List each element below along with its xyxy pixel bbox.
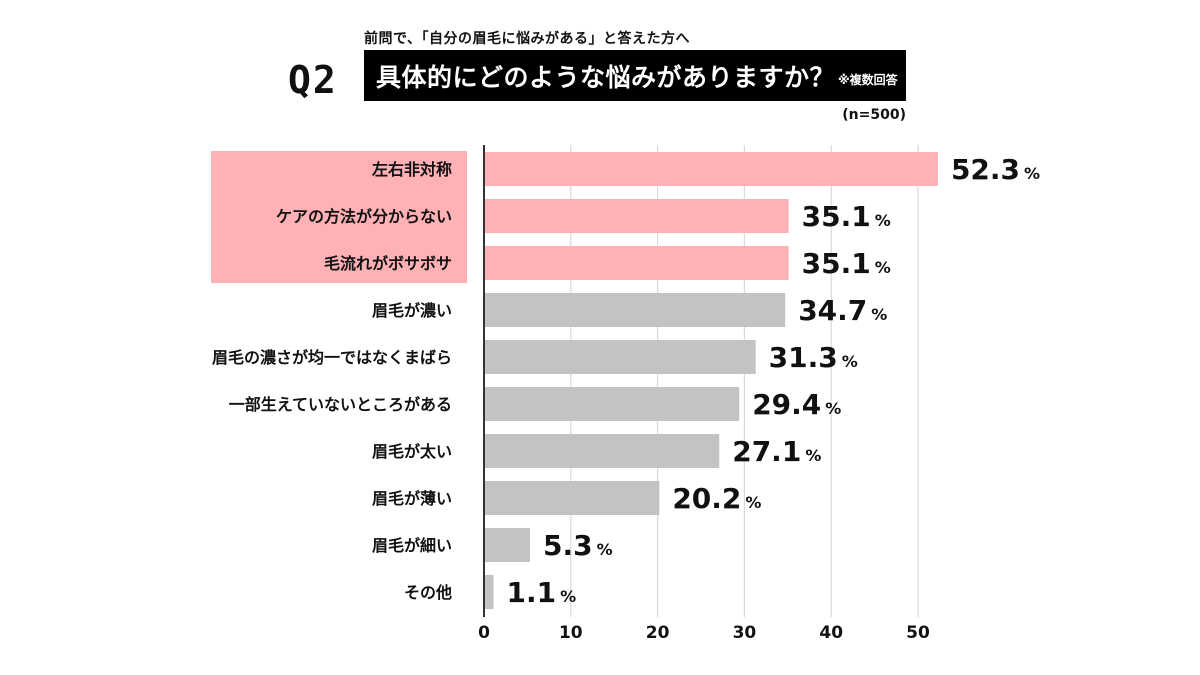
category-label: 左右非対称	[371, 160, 452, 179]
category-label: 眉毛が濃い	[372, 301, 452, 320]
x-tick-label: 10	[559, 623, 583, 643]
title-banner: 具体的にどのような悩みがありますか？ ※複数回答	[364, 50, 906, 101]
x-tick-label: 40	[819, 623, 843, 643]
data-label-percent: %	[871, 305, 887, 324]
data-label: 5.3%	[543, 529, 613, 562]
data-label: 34.7%	[798, 294, 887, 327]
data-label-value: 35.1	[802, 247, 871, 280]
sample-size: (n=500)	[842, 107, 906, 123]
x-tick-label: 50	[906, 623, 930, 643]
bar	[484, 199, 789, 233]
data-label: 31.3%	[769, 341, 858, 374]
x-tick-label: 20	[646, 623, 670, 643]
category-label: 一部生えていないところがある	[229, 395, 452, 414]
bar	[484, 434, 720, 468]
data-label-percent: %	[1024, 164, 1040, 183]
data-label-percent: %	[825, 399, 841, 418]
category-label: 眉毛が太い	[372, 442, 452, 461]
data-label: 27.1%	[732, 435, 821, 468]
data-label-percent: %	[597, 540, 613, 559]
data-label-percent: %	[875, 258, 891, 277]
bar	[484, 387, 740, 421]
x-tick-label: 0	[478, 623, 490, 643]
bar	[484, 152, 938, 186]
data-label: 35.1%	[802, 200, 891, 233]
data-label-value: 1.1	[507, 576, 557, 609]
data-label-percent: %	[560, 587, 576, 606]
category-label: ケアの方法が分からない	[276, 207, 452, 226]
data-label-percent: %	[875, 211, 891, 230]
bar	[484, 293, 786, 327]
data-label-value: 31.3	[769, 341, 838, 374]
bar	[484, 481, 660, 515]
data-label-value: 29.4	[752, 388, 821, 421]
data-label: 29.4%	[752, 388, 841, 421]
question-number: Q2	[288, 58, 338, 102]
category-label: 眉毛が薄い	[372, 489, 452, 508]
data-label-value: 5.3	[543, 529, 593, 562]
bar	[484, 575, 494, 609]
data-label-value: 20.2	[672, 482, 741, 515]
category-label: 眉毛が細い	[372, 536, 452, 555]
category-label: 毛流れがボサボサ	[324, 254, 452, 273]
data-label-value: 52.3	[951, 153, 1020, 186]
chart-subtitle: 前問で、「自分の眉毛に悩みがある」と答えた方へ	[364, 31, 690, 47]
data-label-value: 27.1	[732, 435, 801, 468]
data-label: 20.2%	[672, 482, 761, 515]
highlight-background	[211, 151, 467, 283]
data-label-value: 35.1	[802, 200, 871, 233]
data-label-percent: %	[842, 352, 858, 371]
data-label: 52.3%	[951, 153, 1040, 186]
category-label: 眉毛の濃さが均一ではなくまばら	[212, 348, 452, 367]
data-label: 35.1%	[802, 247, 891, 280]
title-note: ※複数回答	[838, 73, 898, 87]
bar	[484, 246, 789, 280]
category-label: その他	[404, 583, 452, 602]
chart-title: 具体的にどのような悩みがありますか？	[376, 62, 836, 92]
bar	[484, 340, 756, 374]
data-label-value: 34.7	[798, 294, 867, 327]
data-label-percent: %	[805, 446, 821, 465]
bar	[484, 528, 531, 562]
data-label-percent: %	[745, 493, 761, 512]
data-label: 1.1%	[507, 576, 577, 609]
x-tick-label: 30	[733, 623, 757, 643]
